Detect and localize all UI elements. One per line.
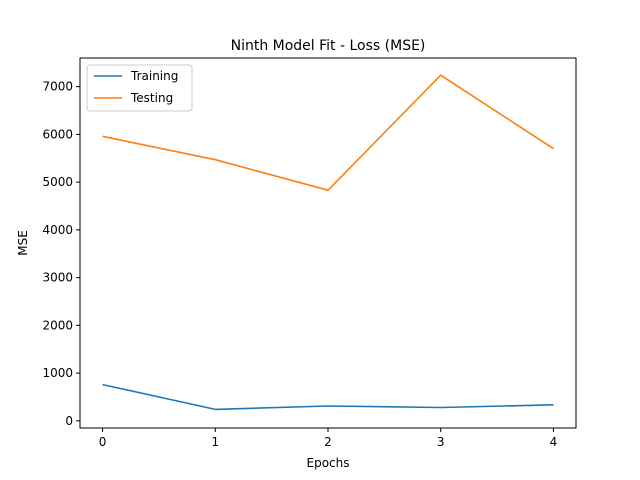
legend: Training Testing <box>86 64 193 112</box>
y-tick-label: 7000 <box>42 80 73 94</box>
y-tick-label: 1000 <box>42 366 73 380</box>
y-tick-label: 5000 <box>42 175 73 189</box>
y-axis: 0 1000 2000 3000 4000 5000 6000 7000 <box>42 80 80 428</box>
series-line-testing <box>102 74 554 191</box>
x-tick-label: 0 <box>99 435 107 449</box>
x-tick-label: 1 <box>211 435 219 449</box>
x-axis-label: Epochs <box>307 456 350 470</box>
series-line-training <box>102 383 554 411</box>
chart-title: Ninth Model Fit - Loss (MSE) <box>231 38 426 54</box>
y-tick-label: 4000 <box>42 223 73 237</box>
y-tick-label: 3000 <box>42 271 73 285</box>
x-tick-label: 2 <box>324 435 332 449</box>
x-axis: 0 1 2 3 4 <box>99 428 558 449</box>
x-tick-label: 4 <box>550 435 558 449</box>
legend-label-training: Training <box>130 69 178 83</box>
y-tick-label: 2000 <box>42 318 73 332</box>
x-tick-label: 3 <box>437 435 445 449</box>
series-lines <box>102 74 554 411</box>
plot-area <box>79 57 577 429</box>
legend-label-testing: Testing <box>130 91 173 105</box>
y-tick-label: 0 <box>65 414 73 428</box>
y-tick-label: 6000 <box>42 127 73 141</box>
y-axis-label: MSE <box>16 230 30 256</box>
